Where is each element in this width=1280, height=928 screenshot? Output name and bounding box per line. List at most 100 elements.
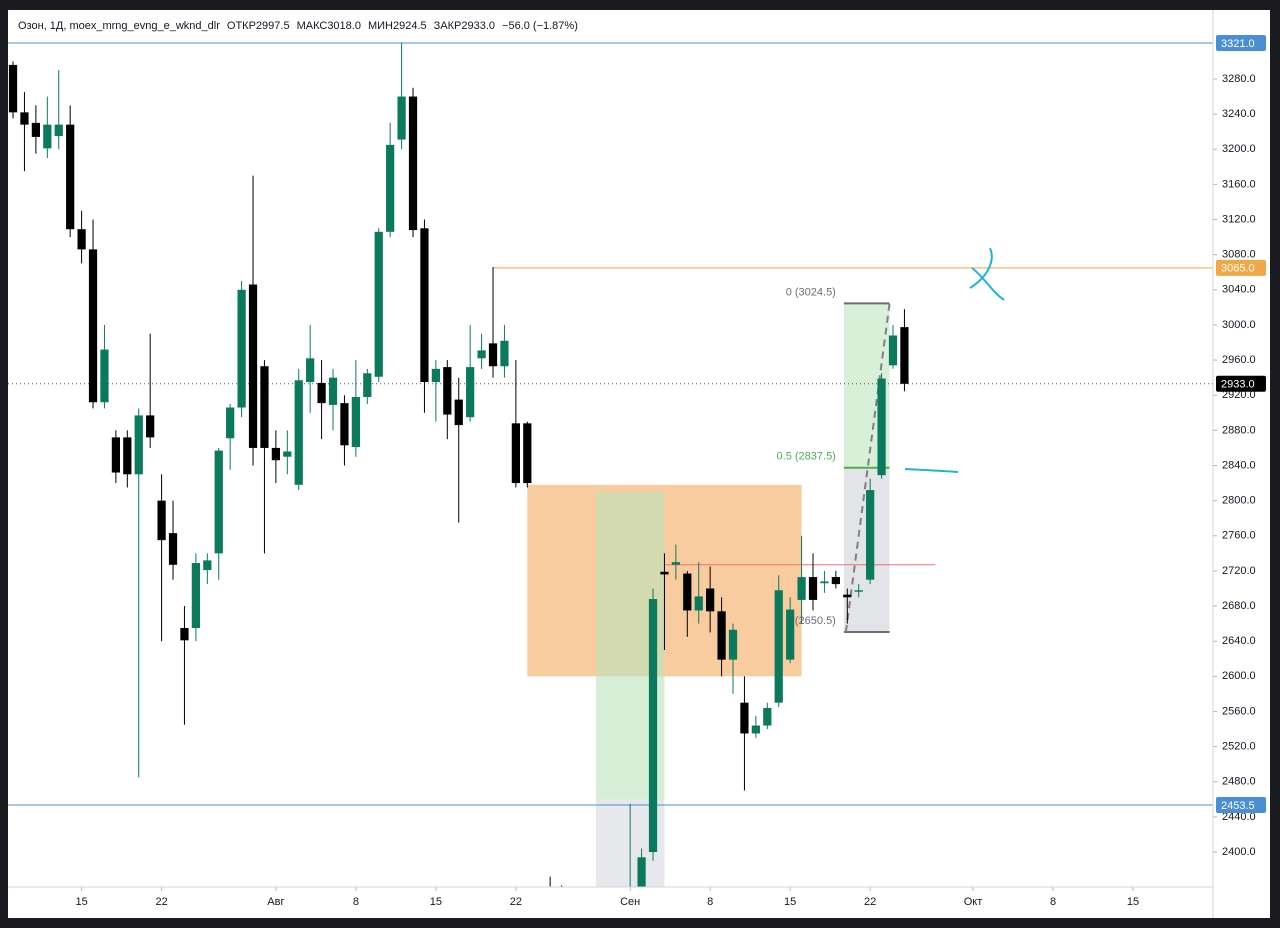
price-label: 3321.0 [1221,38,1255,50]
y-tick-label: 3040.0 [1222,284,1256,296]
candle-body [877,378,886,476]
candle-body [66,124,75,230]
fib-label: (2650.5) [795,615,836,627]
ohlc-value: 3018.0 [327,20,361,32]
candle-body [260,366,269,448]
candle-body [740,702,749,734]
fib-trend [844,303,891,633]
candle-body [294,380,303,485]
ohlc-label: ЗАКР [434,20,462,32]
x-tick-label: 22 [510,896,522,908]
y-tick-label: 2720.0 [1222,565,1256,577]
x-tick-label: Сен [620,896,640,908]
candle-body [797,577,806,600]
candle-body [808,577,818,600]
candle-body [443,367,452,415]
candle-body [397,96,406,140]
y-tick-label: 2880.0 [1222,424,1256,436]
candle-body [180,628,189,641]
candle-body [511,423,520,484]
x-tick-label: 8 [1050,896,1056,908]
candle-body [306,358,315,383]
hand-drawn-line [904,468,959,473]
change: −56.0 (−1.87%) [502,20,578,32]
y-tick-label: 3000.0 [1222,319,1256,331]
y-tick-label: 2560.0 [1222,705,1256,717]
axes: 2400.0 2440.0 2480.0 2520.0 2560.0 2600.0 2640… [75,34,1266,908]
price-label-bg [1216,34,1266,51]
candle-body [683,573,692,611]
candle-body [477,350,486,359]
x-tick-label: 15 [430,896,442,908]
candle-body [54,124,63,137]
price-label-bg [1216,375,1266,392]
x-tick-label: 15 [1127,896,1139,908]
price-label-bg [1216,259,1266,276]
candle-body [351,396,360,448]
plot-area: 0 (3024.5) 0.5 (2837.5) (2650.5) [8,42,1213,887]
candle-body [454,399,463,426]
candle-body [431,368,440,383]
candle-body [500,340,509,367]
ohlc-value: 2933.0 [461,20,495,32]
y-tick-label: 2680.0 [1222,600,1256,612]
candle-body [77,229,86,250]
x-tick-label: 15 [75,896,87,908]
candle-body [317,382,326,404]
candle-body [203,560,212,571]
ohlc-label: МАКС [297,20,328,32]
candle-body [408,96,418,231]
candle-body [854,590,863,592]
y-tick-label: 3280.0 [1222,73,1256,85]
y-tick-label: 2800.0 [1222,495,1256,507]
candle-body [774,590,783,703]
candle-body [717,611,726,660]
candle-body [283,451,292,457]
candle-body [134,415,143,475]
y-tick-label: 3200.0 [1222,143,1256,155]
candle-body [123,437,132,475]
chart-header: Озон, 1Д, moex_mrng_evng_e_wknd_dlr ОТКР2… [18,20,578,32]
candle-body [728,629,738,660]
candle-body [146,415,155,438]
fib-label: 0.5 (2837.5) [777,451,836,463]
candle-body [843,594,852,598]
candle-body [637,857,646,887]
candle-body [386,144,395,232]
price-label: 2453.5 [1221,800,1255,812]
candle-body [831,577,840,585]
price-label-bg [1216,797,1266,814]
y-tick-label: 3120.0 [1222,213,1256,225]
x-tick-label: 22 [864,896,876,908]
candle-body [340,403,349,446]
candle-body [648,599,658,853]
x-tick-label: 8 [707,896,713,908]
candle-body [328,377,338,405]
candle-body [523,423,532,484]
candle-body [20,112,29,125]
x-tick-label: Авг [267,896,284,908]
candle-body [214,450,223,554]
candle-body [374,231,383,377]
candle-body [226,407,235,439]
candle-body [237,289,246,408]
ohlc-label: ОТКР [227,20,256,32]
candle-body [660,571,669,575]
y-tick-label: 2400.0 [1222,846,1256,858]
candle-body [888,335,898,366]
ohlc-label: МИН [368,20,393,32]
candle-body [248,284,258,448]
y-tick-label: 2920.0 [1222,389,1256,401]
candle-body [751,725,760,734]
candle-body [157,500,166,541]
x-tick-label: 8 [353,896,359,908]
y-tick-label: 2480.0 [1222,776,1256,788]
candle-body [88,249,98,403]
candle-body [168,533,178,565]
candle-body [466,367,475,418]
y-tick-label: 2760.0 [1222,530,1256,542]
candle-body [191,563,200,629]
candle-body [31,122,40,137]
fib-label: 0 (3024.5) [786,286,836,298]
